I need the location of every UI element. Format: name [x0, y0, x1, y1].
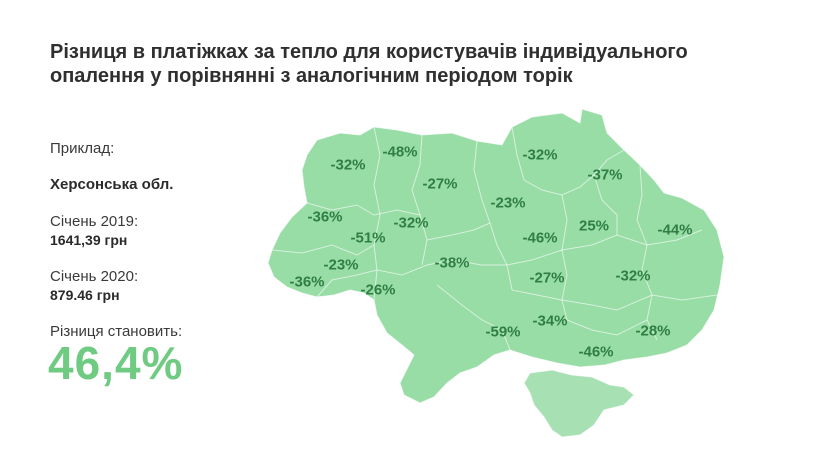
- map-label: -46%: [578, 343, 614, 361]
- jan2019-label: Січень 2019:: [50, 213, 139, 230]
- map-label: -44%: [657, 221, 693, 239]
- map-label: -32%: [615, 267, 651, 285]
- map-label: -48%: [382, 143, 418, 161]
- map-label: -36%: [289, 273, 325, 291]
- example-region: Херсонська обл.: [50, 176, 174, 193]
- title-line-1: Різниця в платіжках за тепло для користу…: [50, 41, 688, 63]
- map-label: -27%: [529, 269, 565, 287]
- difference-value: 46,4%: [48, 337, 184, 389]
- map-label: -36%: [307, 208, 343, 226]
- jan2019-value: 1641,39 грн: [50, 232, 128, 248]
- example-label: Приклад:: [50, 140, 115, 157]
- region-borders: [271, 126, 718, 351]
- map-label: -34%: [532, 312, 568, 330]
- crimea-region: [523, 369, 635, 438]
- map-label: -27%: [422, 175, 458, 193]
- title-line-2: опалення у порівнянні з аналогічним пері…: [50, 65, 573, 87]
- map-label: -32%: [330, 156, 366, 174]
- map-title: Різниця в платіжках за тепло для користу…: [50, 40, 790, 88]
- map-label: -32%: [393, 214, 429, 232]
- map-label: -37%: [587, 166, 623, 184]
- map-label: -51%: [350, 229, 386, 247]
- jan2020-value: 879.46 грн: [50, 287, 120, 303]
- map-label: -23%: [323, 256, 359, 274]
- map-svg: [267, 108, 725, 438]
- ukraine-map: -32% -48% -27% -32% -37% -36% -32% -51% …: [262, 105, 732, 455]
- map-label: -59%: [485, 323, 521, 341]
- map-label: -38%: [434, 254, 470, 272]
- map-label: -26%: [360, 281, 396, 299]
- map-label: -28%: [635, 322, 671, 340]
- ukraine-mainland: [267, 108, 725, 404]
- map-label: -32%: [522, 146, 558, 164]
- map-label: -46%: [522, 229, 558, 247]
- map-label: -23%: [490, 194, 526, 212]
- map-label: 25%: [578, 217, 610, 235]
- jan2020-label: Січень 2020:: [50, 268, 139, 285]
- difference-label: Різниця становить:: [50, 323, 183, 340]
